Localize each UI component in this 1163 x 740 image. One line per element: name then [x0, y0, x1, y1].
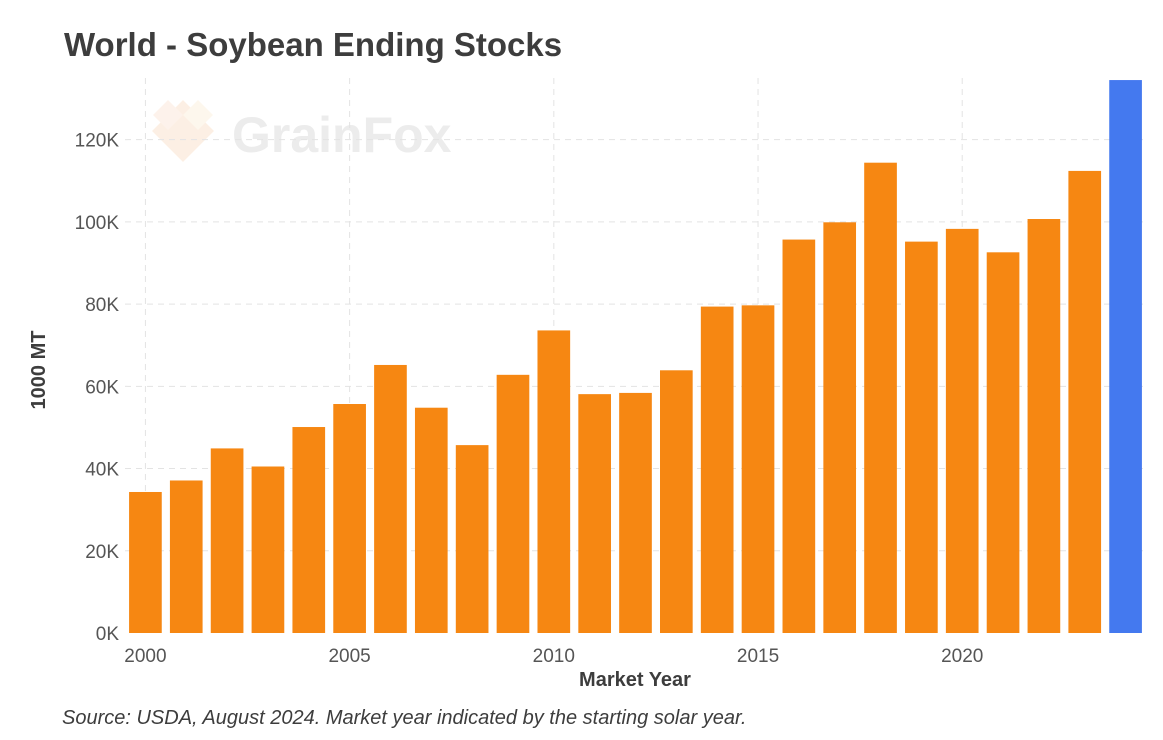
bar-2018 [864, 162, 897, 633]
bar-2021 [986, 252, 1020, 633]
bar-2009 [496, 374, 530, 633]
x-tick-label: 2015 [737, 646, 779, 667]
y-tick-label: 0K [96, 624, 120, 645]
source-note: Source: USDA, August 2024. Market year i… [62, 707, 747, 729]
watermark-text: GrainFox [232, 107, 452, 163]
chart-title: World - Soybean Ending Stocks [64, 26, 563, 63]
bar-2007 [414, 407, 448, 633]
y-axis-title: 1000 MT [28, 331, 50, 410]
bar-2015 [741, 305, 775, 633]
x-tick-label: 2020 [941, 646, 983, 667]
bar-2016 [782, 239, 816, 633]
bar-2011 [578, 394, 611, 633]
bar-2002 [210, 448, 244, 633]
bar-2010 [537, 330, 571, 633]
bar-2005 [333, 404, 366, 633]
grainfox-logo-icon [152, 100, 214, 162]
grainfox-watermark: GrainFox [152, 100, 452, 163]
x-tick-label: 2005 [328, 646, 370, 667]
x-axis-ticks: 2000 2005 2010 2015 2020 [124, 646, 983, 667]
bar-2014 [700, 306, 734, 633]
y-tick-label: 100K [75, 213, 120, 234]
bar-2006 [374, 364, 407, 633]
x-tick-label: 2000 [124, 646, 166, 667]
x-tick-label: 2010 [533, 646, 575, 667]
y-tick-label: 40K [85, 460, 119, 481]
bar-2020 [945, 228, 979, 633]
bar-2001 [169, 480, 203, 633]
y-tick-label: 80K [85, 295, 119, 316]
bar-2024 [1109, 80, 1142, 633]
bar-2008 [455, 445, 489, 633]
y-tick-label: 60K [85, 377, 119, 398]
y-axis-ticks: 0K 20K 40K 60K 80K 100K 120K [75, 131, 120, 645]
bars [129, 80, 1142, 634]
bar-2017 [823, 222, 857, 634]
bar-2022 [1027, 219, 1061, 633]
bar-2000 [129, 491, 162, 633]
y-tick-label: 20K [85, 542, 119, 563]
y-tick-label: 120K [75, 131, 120, 152]
bar-2019 [905, 241, 938, 633]
bar-2013 [660, 370, 693, 633]
bar-2012 [619, 392, 652, 633]
bar-2004 [292, 427, 326, 633]
x-axis-title: Market Year [579, 669, 691, 691]
bar-2003 [251, 466, 285, 633]
bar-2023 [1068, 170, 1102, 633]
